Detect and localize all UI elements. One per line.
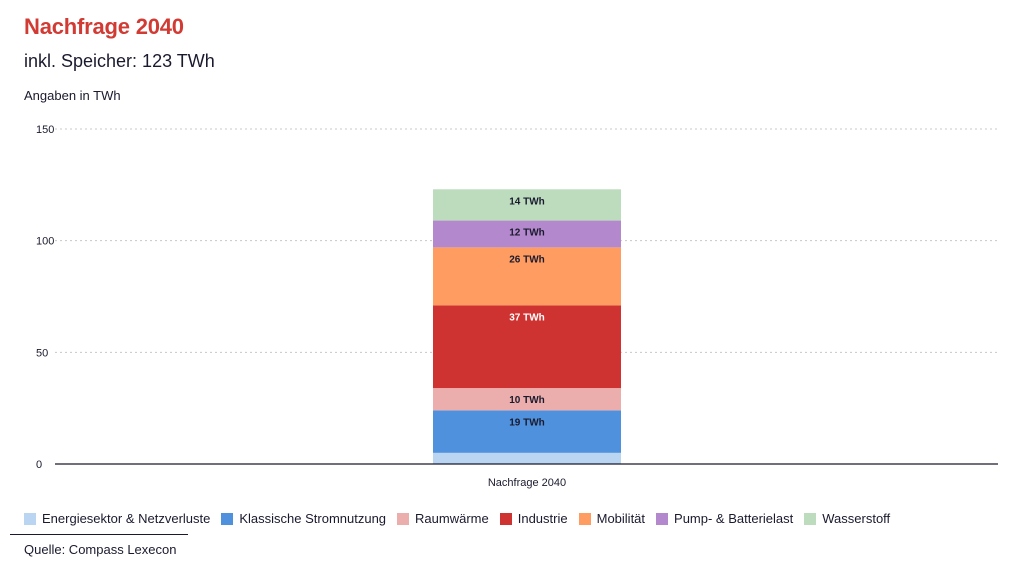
legend-item: Wasserstoff <box>804 511 890 526</box>
legend-label: Klassische Stromnutzung <box>239 511 387 526</box>
legend-item: Raumwärme <box>397 511 489 526</box>
bar-segment-2 <box>433 410 621 453</box>
legend-swatch <box>578 512 591 525</box>
chart-legend: Energiesektor & Netzverluste Klassische S… <box>24 511 901 526</box>
legend-swatch <box>221 512 234 525</box>
source-note: Quelle: Compass Lexecon <box>24 542 177 557</box>
legend-item: Mobilität <box>578 511 646 526</box>
bar-segment-1 <box>433 452 621 464</box>
data-label: 10 TWh <box>509 395 545 406</box>
legend-label: Wasserstoff <box>822 511 891 526</box>
legend-item: Energiesektor & Netzverluste <box>24 511 210 526</box>
source-divider <box>10 534 188 535</box>
bar-segment-7 <box>433 189 621 221</box>
legend-swatch <box>656 512 669 525</box>
bar-segment-3 <box>433 388 621 411</box>
bar-segment-4 <box>433 305 621 389</box>
legend-item: Industrie <box>499 511 568 526</box>
legend-swatch <box>397 512 410 525</box>
data-label: 19 TWh <box>509 417 545 428</box>
legend-label: Pump- & Batterielast <box>674 511 794 526</box>
legend-label: Mobilität <box>596 511 646 526</box>
y-tick-label: 150 <box>36 124 54 136</box>
data-label: 14 TWh <box>509 196 545 207</box>
data-label: 37 TWh <box>509 312 545 323</box>
legend-swatch <box>804 512 817 525</box>
y-tick-label: 50 <box>36 347 48 359</box>
bar-segment-6 <box>433 220 621 248</box>
legend-item: Klassische Stromnutzung <box>221 511 386 526</box>
bar-segment-5 <box>433 247 621 306</box>
data-label: 26 TWh <box>509 254 545 265</box>
legend-label: Energiesektor & Netzverluste <box>42 511 211 526</box>
legend-swatch <box>499 512 512 525</box>
chart-title: Nachfrage 2040 <box>24 14 184 39</box>
y-tick-label: 0 <box>36 459 42 471</box>
stacked-bar-chart: 0 50 100 150 19 TWh 10 TWh 37 TWh 26 TWh 12 TWh 1… <box>36 124 998 489</box>
data-label: 12 TWh <box>509 228 545 239</box>
chart-subtitle: inkl. Speicher: 123 TWh <box>24 51 215 71</box>
x-tick-label: Nachfrage 2040 <box>488 477 566 489</box>
legend-label: Industrie <box>517 511 568 526</box>
legend-label: Raumwärme <box>415 511 489 526</box>
legend-item: Pump- & Batterielast <box>656 511 793 526</box>
unit-label: Angaben in TWh <box>24 88 121 103</box>
y-tick-label: 100 <box>36 236 54 248</box>
legend-swatch <box>24 512 36 525</box>
